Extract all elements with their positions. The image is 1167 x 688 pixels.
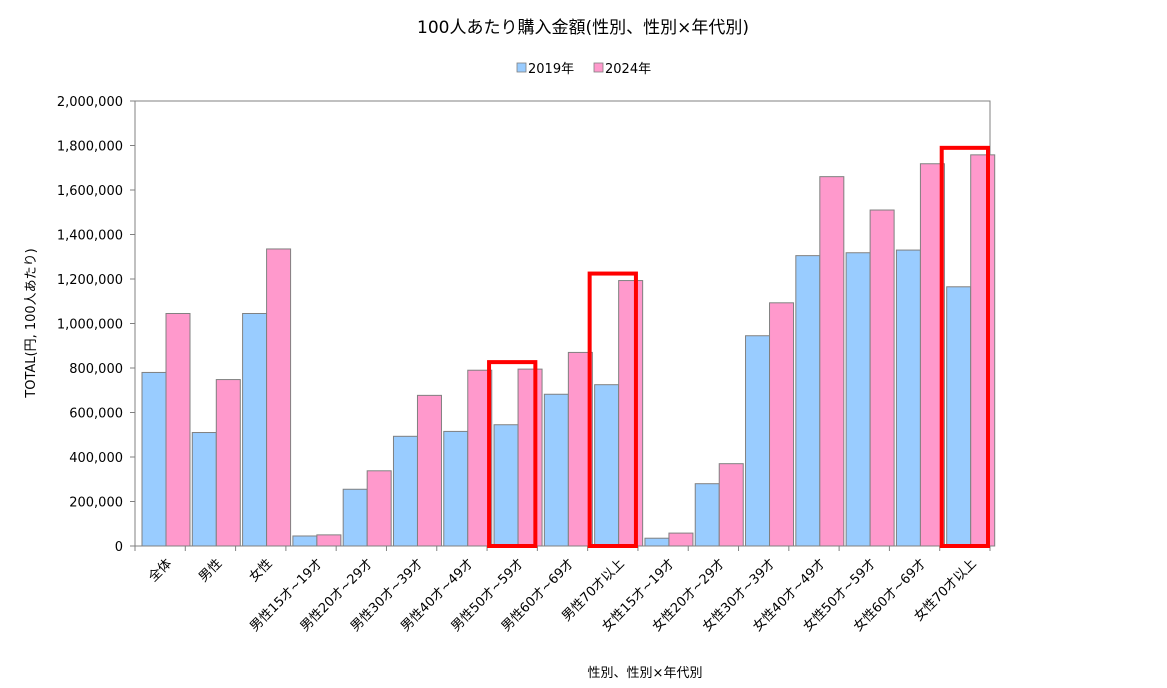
bar-2019 bbox=[644, 537, 670, 547]
x-axis: 全体 男性 女性男性15才~19才男性20才~29才男性30才~39才男性40才~4… bbox=[134, 546, 991, 635]
highlight-boxes bbox=[487, 145, 990, 548]
bar-2024 bbox=[366, 470, 392, 547]
y-tick-label: 200,000 bbox=[69, 496, 123, 511]
y-tick-label: 1,200,000 bbox=[57, 273, 123, 288]
y-axis: 0 200,000 400,000 600,000 800,000 1,000,000 1,… bbox=[57, 95, 135, 555]
y-tick-label: 2,000,000 bbox=[57, 95, 123, 110]
y-axis-title: TOTAL(円, 100人あたり) bbox=[24, 248, 39, 398]
y-tick-label: 1,600,000 bbox=[57, 184, 123, 199]
y-tick-label: 800,000 bbox=[69, 362, 123, 377]
bar-2024 bbox=[215, 379, 241, 547]
bar-2019 bbox=[191, 432, 217, 547]
bar-2019 bbox=[845, 252, 871, 547]
bar-2019 bbox=[493, 424, 519, 547]
x-tick-label: 男性 bbox=[196, 556, 225, 585]
bars bbox=[141, 154, 996, 547]
y-tick-label: 1,800,000 bbox=[57, 140, 123, 155]
bar-2019 bbox=[594, 384, 620, 547]
bar-2019 bbox=[895, 249, 921, 547]
y-tick-label: 400,000 bbox=[69, 451, 123, 466]
highlight-box bbox=[939, 145, 990, 548]
legend-label-2019: 2019年 bbox=[528, 62, 574, 77]
bar-2024 bbox=[869, 209, 895, 547]
highlight-box bbox=[487, 360, 538, 548]
bar-2019 bbox=[694, 483, 720, 547]
bar-2024 bbox=[618, 280, 644, 547]
legend-label-2024: 2024年 bbox=[605, 62, 651, 77]
chart-title: 100人あたり購入金額(性別、性別×年代別) bbox=[417, 18, 749, 38]
bar-2024 bbox=[970, 154, 996, 547]
y-tick-label: 1,400,000 bbox=[57, 229, 123, 244]
bar-2019 bbox=[443, 430, 469, 547]
bar-2019 bbox=[946, 286, 972, 547]
bar-2019 bbox=[543, 393, 569, 547]
bar-2024 bbox=[769, 302, 795, 547]
legend: 2019年 2024年 bbox=[516, 62, 651, 77]
x-tick-label: 女性 bbox=[246, 556, 276, 586]
highlight-box bbox=[587, 271, 638, 548]
bar-2024 bbox=[668, 532, 694, 547]
bar-2019 bbox=[292, 535, 318, 547]
bar-2019 bbox=[745, 335, 771, 547]
bar-2024 bbox=[266, 248, 292, 547]
bar-2019 bbox=[242, 312, 268, 547]
legend-swatch-2024 bbox=[593, 62, 604, 73]
bar-2024 bbox=[819, 176, 845, 547]
legend-swatch-2019 bbox=[516, 62, 527, 73]
y-tick-label: 0 bbox=[115, 540, 123, 555]
bar-2024 bbox=[165, 312, 191, 547]
bar-2019 bbox=[141, 371, 167, 547]
x-axis-title: 性別、性別×年代別 bbox=[588, 666, 703, 681]
bar-2024 bbox=[416, 394, 442, 547]
bar-2019 bbox=[795, 255, 821, 547]
x-tick-label: 全体 bbox=[145, 556, 175, 586]
y-tick-label: 600,000 bbox=[69, 407, 123, 422]
bar-2024 bbox=[316, 534, 342, 547]
bar-2024 bbox=[718, 463, 744, 547]
bar-2019 bbox=[342, 488, 368, 547]
bar-2019 bbox=[392, 435, 418, 547]
y-tick-label: 1,000,000 bbox=[57, 318, 123, 333]
bar-2024 bbox=[517, 368, 543, 547]
